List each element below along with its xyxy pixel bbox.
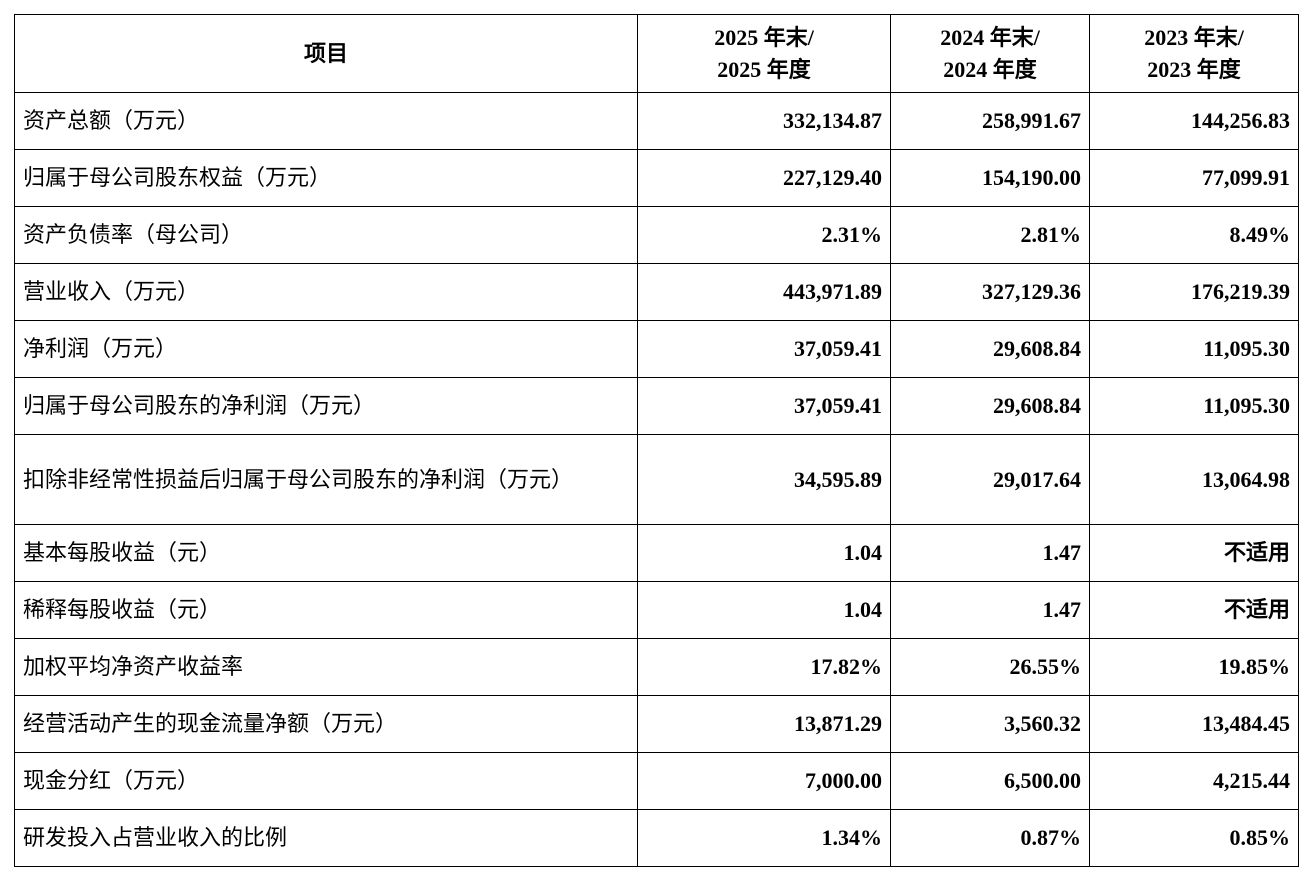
value-2023: 77,099.91 (1089, 149, 1299, 207)
header-2025: 2025 年末/ 2025 年度 (637, 14, 891, 93)
value-2023: 144,256.83 (1089, 92, 1299, 150)
value-2023: 0.85% (1089, 809, 1299, 867)
table-row: 营业收入（万元） 443,971.89 327,129.36 176,219.3… (14, 263, 1299, 321)
value-2023: 8.49% (1089, 206, 1299, 264)
table-row: 归属于母公司股东的净利润（万元） 37,059.41 29,608.84 11,… (14, 377, 1299, 435)
header-item: 项目 (14, 14, 638, 93)
table-row: 加权平均净资产收益率 17.82% 26.55% 19.85% (14, 638, 1299, 696)
table-row: 经营活动产生的现金流量净额（万元） 13,871.29 3,560.32 13,… (14, 695, 1299, 753)
value-2024: 6,500.00 (890, 752, 1090, 810)
value-2024: 0.87% (890, 809, 1090, 867)
value-2023: 13,064.98 (1089, 434, 1299, 525)
value-2023: 176,219.39 (1089, 263, 1299, 321)
table-row: 归属于母公司股东权益（万元） 227,129.40 154,190.00 77,… (14, 149, 1299, 207)
row-label: 加权平均净资产收益率 (14, 638, 638, 696)
table-row: 稀释每股收益（元） 1.04 1.47 不适用 (14, 581, 1299, 639)
row-label: 净利润（万元） (14, 320, 638, 378)
value-2023: 11,095.30 (1089, 320, 1299, 378)
table-row: 资产总额（万元） 332,134.87 258,991.67 144,256.8… (14, 92, 1299, 150)
value-2024: 258,991.67 (890, 92, 1090, 150)
value-2023: 不适用 (1089, 581, 1299, 639)
value-2023: 19.85% (1089, 638, 1299, 696)
value-2025: 1.34% (637, 809, 891, 867)
table-row: 基本每股收益（元） 1.04 1.47 不适用 (14, 524, 1299, 582)
header-2024: 2024 年末/ 2024 年度 (890, 14, 1090, 93)
value-2025: 443,971.89 (637, 263, 891, 321)
table-row: 资产负债率（母公司） 2.31% 2.81% 8.49% (14, 206, 1299, 264)
value-2025: 1.04 (637, 524, 891, 582)
value-2025: 227,129.40 (637, 149, 891, 207)
value-2025: 7,000.00 (637, 752, 891, 810)
row-label: 扣除非经常性损益后归属于母公司股东的净利润（万元） (14, 434, 638, 525)
header-2023: 2023 年末/ 2023 年度 (1089, 14, 1299, 93)
table-row: 现金分红（万元） 7,000.00 6,500.00 4,215.44 (14, 752, 1299, 810)
value-2025: 13,871.29 (637, 695, 891, 753)
table-row: 研发投入占营业收入的比例 1.34% 0.87% 0.85% (14, 809, 1299, 867)
value-2024: 1.47 (890, 581, 1090, 639)
value-2024: 29,017.64 (890, 434, 1090, 525)
row-label: 归属于母公司股东的净利润（万元） (14, 377, 638, 435)
value-2025: 37,059.41 (637, 377, 891, 435)
value-2024: 154,190.00 (890, 149, 1090, 207)
value-2025: 34,595.89 (637, 434, 891, 525)
table-row: 净利润（万元） 37,059.41 29,608.84 11,095.30 (14, 320, 1299, 378)
row-label: 现金分红（万元） (14, 752, 638, 810)
financial-summary-table: 项目 2025 年末/ 2025 年度 2024 年末/ 2024 年度 202… (14, 14, 1299, 867)
value-2023: 11,095.30 (1089, 377, 1299, 435)
value-2025: 1.04 (637, 581, 891, 639)
value-2024: 327,129.36 (890, 263, 1090, 321)
value-2024: 1.47 (890, 524, 1090, 582)
value-2024: 29,608.84 (890, 320, 1090, 378)
row-label: 基本每股收益（元） (14, 524, 638, 582)
row-label: 经营活动产生的现金流量净额（万元） (14, 695, 638, 753)
value-2024: 29,608.84 (890, 377, 1090, 435)
value-2024: 26.55% (890, 638, 1090, 696)
row-label: 营业收入（万元） (14, 263, 638, 321)
value-2024: 3,560.32 (890, 695, 1090, 753)
value-2023: 4,215.44 (1089, 752, 1299, 810)
table-row: 扣除非经常性损益后归属于母公司股东的净利润（万元） 34,595.89 29,0… (14, 434, 1299, 525)
value-2025: 332,134.87 (637, 92, 891, 150)
row-label: 资产负债率（母公司） (14, 206, 638, 264)
value-2025: 17.82% (637, 638, 891, 696)
value-2025: 37,059.41 (637, 320, 891, 378)
row-label: 研发投入占营业收入的比例 (14, 809, 638, 867)
table-header-row: 项目 2025 年末/ 2025 年度 2024 年末/ 2024 年度 202… (14, 14, 1299, 93)
row-label: 稀释每股收益（元） (14, 581, 638, 639)
row-label: 归属于母公司股东权益（万元） (14, 149, 638, 207)
row-label: 资产总额（万元） (14, 92, 638, 150)
value-2023: 不适用 (1089, 524, 1299, 582)
value-2024: 2.81% (890, 206, 1090, 264)
value-2025: 2.31% (637, 206, 891, 264)
value-2023: 13,484.45 (1089, 695, 1299, 753)
